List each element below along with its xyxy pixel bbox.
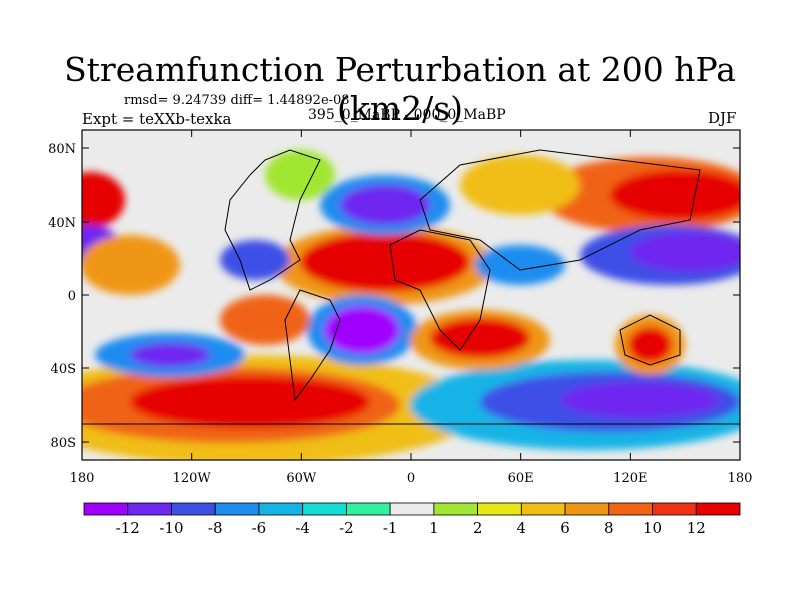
experiment-label: Expt = teXXb-texka [82, 110, 232, 128]
colorbar-label: -6 [252, 519, 267, 537]
colorbar-label: -8 [208, 519, 223, 537]
lat-tick-label: 40N [48, 216, 76, 231]
colorbar-box [608, 502, 653, 516]
lon-tick-label: 120W [173, 471, 212, 486]
colorbar-label: -10 [159, 519, 183, 537]
colorbar-label: 1 [429, 519, 439, 537]
colorbar-label: -2 [339, 519, 354, 537]
lon-tick-label: 120E [613, 471, 647, 486]
lon-tick-label: 180 [728, 471, 753, 486]
contour-field [82, 130, 740, 460]
colorbar-box [520, 502, 566, 516]
colorbar-box [389, 502, 435, 516]
colorbar-box [433, 502, 479, 516]
colorbar-box [127, 502, 172, 516]
colorbar-box [214, 502, 260, 516]
axis-ticks: 180 120W 60W 0 60E 120E 180 80N 40N 0 40S 80S [48, 130, 752, 486]
colorbar-label: 2 [473, 519, 483, 537]
colorbar-label: 12 [687, 519, 706, 537]
colorbar-box [477, 502, 522, 516]
colorbar-box [302, 502, 347, 516]
colorbar-box [345, 502, 391, 516]
lon-tick-label: 60W [286, 471, 317, 486]
colorbar-box [652, 502, 697, 516]
colorbar-label: 8 [604, 519, 614, 537]
lon-tick-label: 0 [407, 471, 415, 486]
difference-label: 395_0_MaBP - 000_0_MaBP [308, 107, 506, 123]
colorbar-label: 10 [643, 519, 662, 537]
colorbar-box [83, 502, 129, 516]
season-label: DJF [708, 109, 737, 127]
colorbar-label: 4 [517, 519, 527, 537]
lat-tick-label: 80N [48, 142, 76, 157]
colorbar-box [258, 502, 304, 516]
colorbar-label: -1 [383, 519, 398, 537]
lon-tick-label: 180 [70, 471, 95, 486]
chart-title: Streamfunction Perturbation at 200 hPa (… [64, 50, 736, 128]
colorbar-box [695, 502, 741, 516]
colorbar-box [171, 502, 216, 516]
stats-label: rmsd= 9.24739 diff= 1.44892e-08 [124, 93, 350, 108]
lat-tick-label: 0 [68, 289, 76, 304]
colorbar-label: 6 [560, 519, 570, 537]
colorbar-label: -12 [116, 519, 140, 537]
lat-tick-label: 80S [51, 436, 76, 451]
colorbar-box [564, 502, 610, 516]
coastlines [82, 149, 740, 425]
lat-tick-label: 40S [51, 362, 76, 377]
lon-tick-label: 60E [508, 471, 534, 486]
colorbar: -12 -10 -8 -6 -4 -2 -1 1 2 4 6 8 10 12 [83, 502, 741, 537]
colorbar-label: -4 [295, 519, 310, 537]
